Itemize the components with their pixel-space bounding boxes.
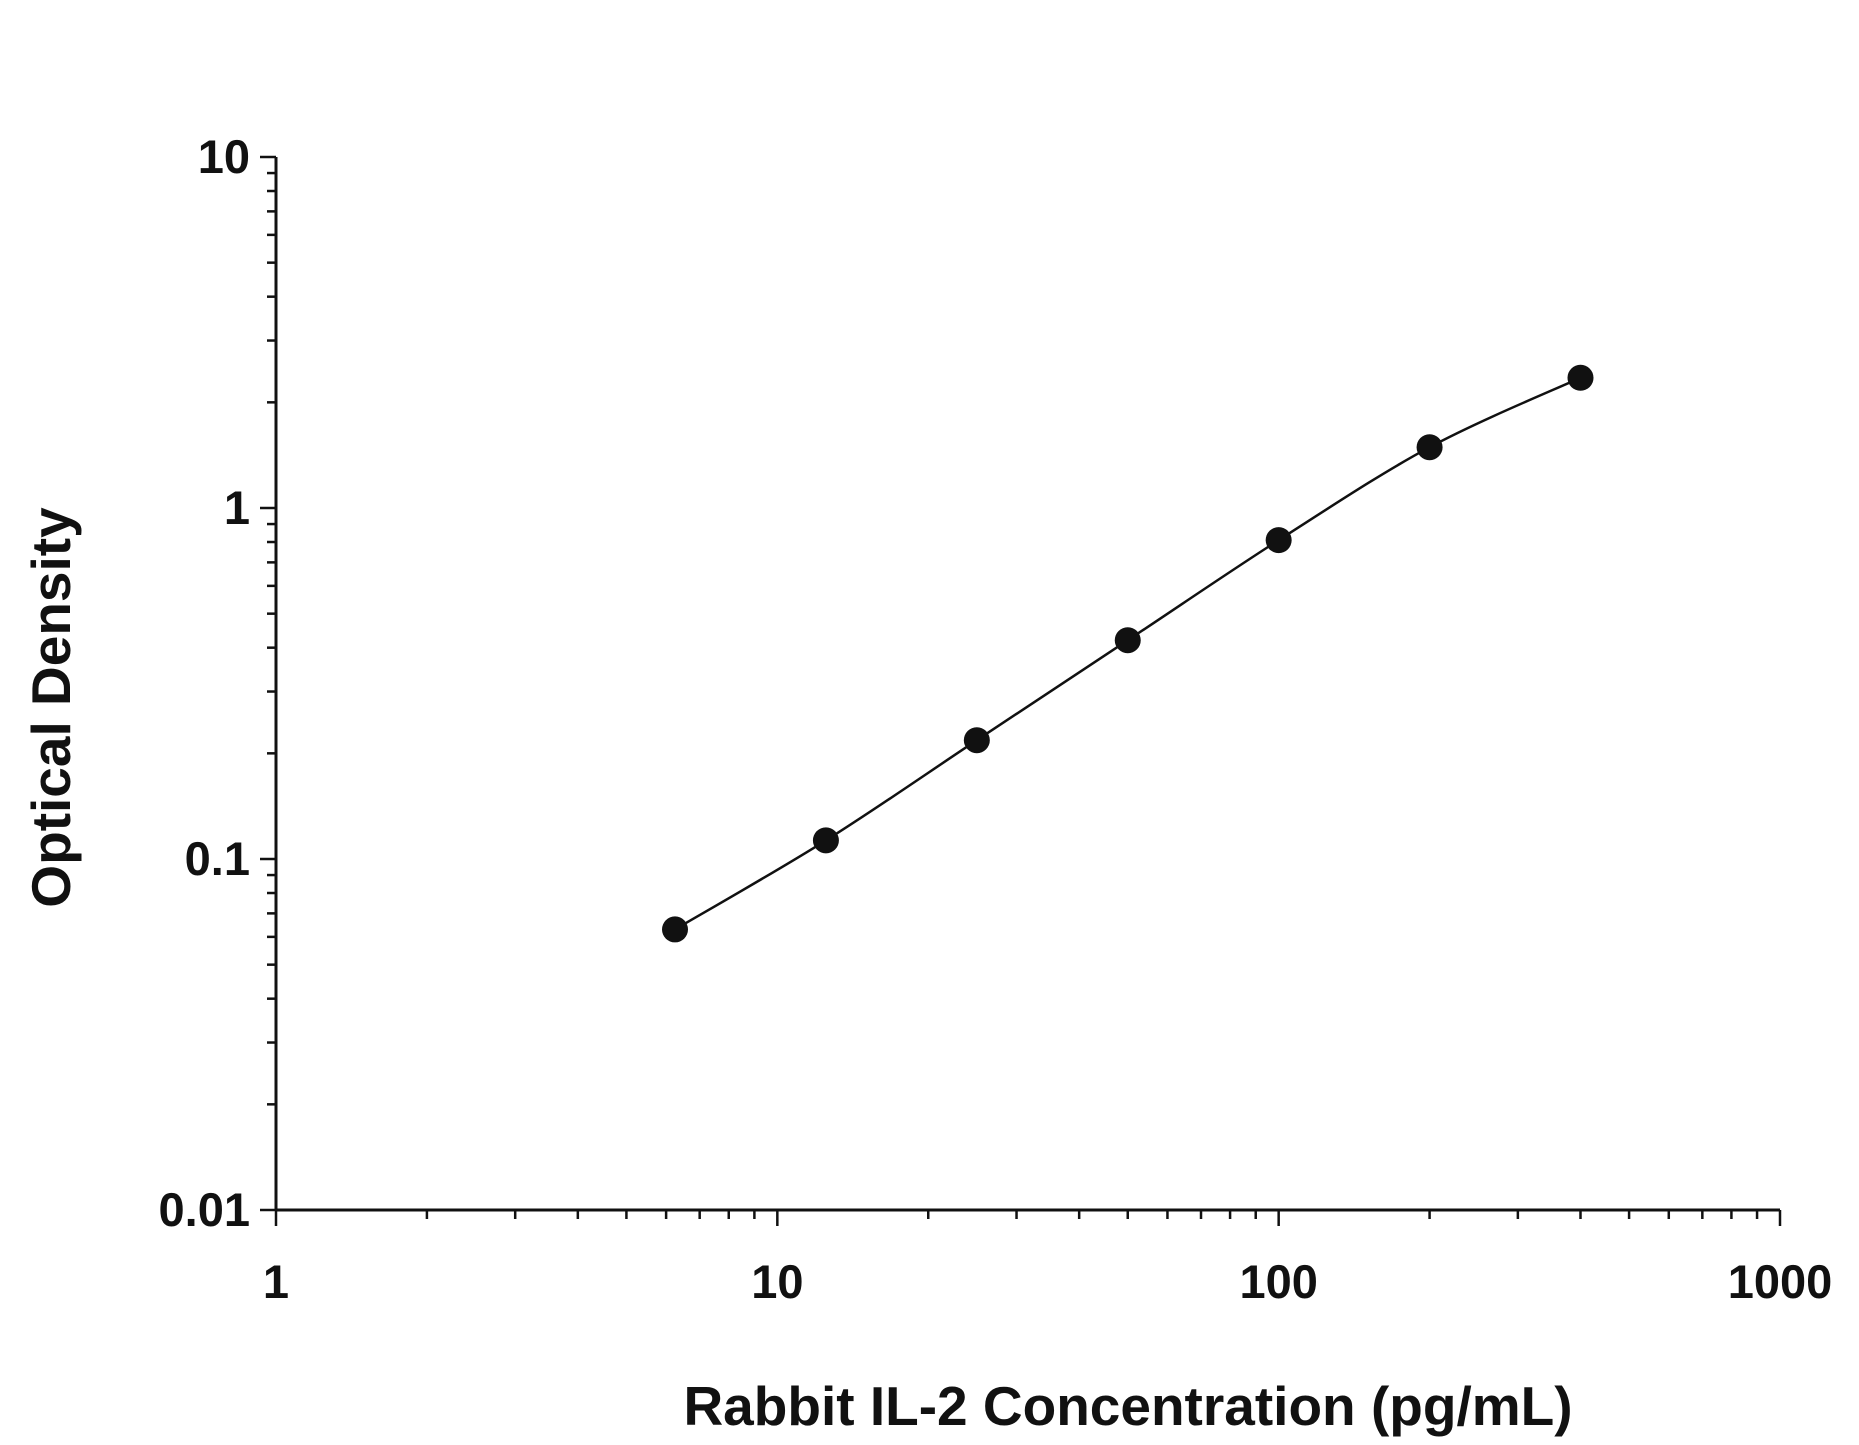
x-tick-label: 1000 [1728, 1255, 1833, 1308]
data-point [662, 916, 689, 943]
x-tick-label: 100 [1239, 1255, 1317, 1308]
x-axis-title: Rabbit IL-2 Concentration (pg/mL) [683, 1375, 1572, 1437]
y-tick-label: 1 [224, 481, 250, 534]
data-point [812, 827, 839, 854]
data-point [1567, 364, 1594, 391]
data-point [1416, 434, 1443, 461]
x-tick-label: 10 [751, 1255, 803, 1308]
data-point [963, 727, 990, 754]
y-tick-label: 0.01 [159, 1183, 250, 1236]
data-point [1265, 527, 1292, 554]
fit-curve-line [674, 376, 1582, 931]
data-point [1114, 627, 1141, 654]
y-tick-labels: 0.01 0.1 1 10 [159, 130, 250, 1236]
y-axis-title: Optical Density [20, 507, 82, 908]
data-points [662, 364, 1594, 943]
x-tick-label: 1 [263, 1255, 289, 1308]
y-tick-label: 10 [198, 130, 250, 183]
x-tick-labels: 1 10 100 1000 [263, 1255, 1832, 1308]
y-tick-label: 0.1 [185, 832, 250, 885]
axis-ticks [260, 155, 1782, 1226]
